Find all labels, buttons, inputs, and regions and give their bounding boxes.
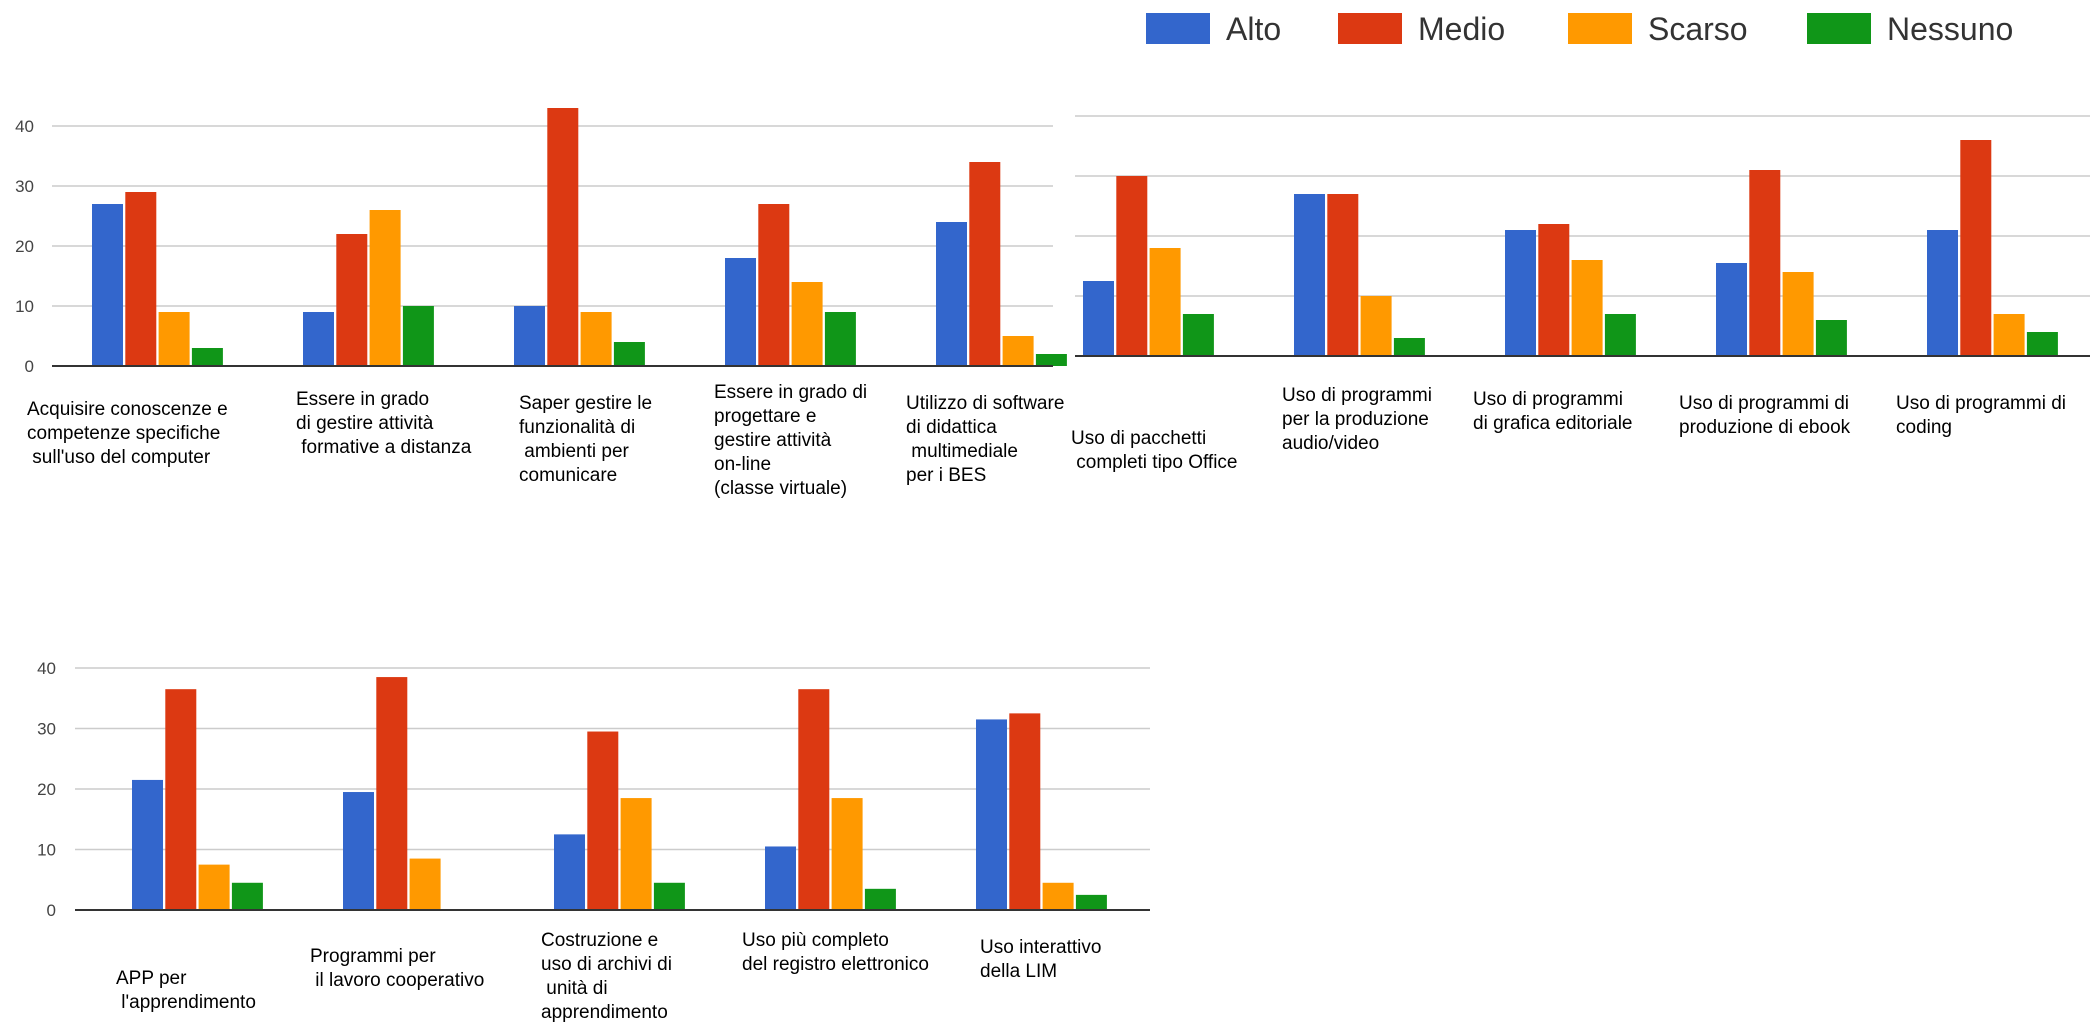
chart2-bar-scarso [1149,248,1181,356]
chart3-bar-alto [765,846,796,910]
chart3-bar-nessuno [1075,894,1107,910]
chart1-bar-scarso [369,210,401,366]
chart3-category-label: Costruzione e uso di archivi di unità di… [541,930,672,1023]
chart1-bar-alto [514,306,545,366]
chart3-bar-scarso [620,798,652,910]
chart2-bar-alto [1927,230,1958,356]
legend-swatch-alto [1146,13,1210,44]
chart3-category-label: Uso più completo del registro elettronic… [742,930,929,975]
chart2-bar-alto [1294,194,1325,356]
chart3-y-tick: 30 [37,720,56,739]
chart2-bar-scarso [1571,260,1603,356]
chart1-bar-nessuno [824,312,856,366]
chart2-bar-nessuno [2026,332,2058,356]
chart2-bar-nessuno [1604,314,1636,356]
chart3-bar-alto [976,719,1007,910]
chart3-bar-scarso [1042,882,1074,910]
chart1-category-label: Utilizzo di software di didattica multim… [906,393,1065,486]
chart1-bar-nessuno [402,306,434,366]
chart3-bar-alto [132,779,163,910]
chart2-bar-nessuno [1815,320,1847,356]
chart3-bar-scarso [198,864,230,910]
chart3-bar-scarso [409,858,441,910]
chart3-bar-nessuno [864,888,896,910]
chart2-category-label: Uso di programmi di grafica editoriale [1473,389,1633,434]
chart2-bar-medio [1116,176,1148,356]
chart1-y-tick: 0 [25,357,34,376]
chart3-bar-medio [376,677,408,910]
legend-label-nessuno: Nessuno [1887,11,2013,47]
chart2-bar-alto [1716,263,1747,356]
chart2-bar-scarso [1782,272,1814,356]
chart1-bar-scarso [158,312,190,366]
legend-label-scarso: Scarso [1648,11,1748,47]
chart3-bar-scarso [831,798,863,910]
chart1-bar-alto [92,204,123,366]
chart1-bar-medio [969,162,1001,366]
chart1-bar-scarso [1002,336,1034,366]
legend-swatch-nessuno [1807,13,1871,44]
chart2-bar-scarso [1993,314,2025,356]
chart1-y-tick: 30 [15,177,34,196]
chart2-category-label: Uso di programmi di coding [1896,393,2066,438]
legend-swatch-medio [1338,13,1402,44]
chart2-bar-alto [1083,281,1114,356]
chart1-bar-nessuno [191,348,223,366]
chart1-bar-medio [547,108,579,366]
chart2-bar-alto [1505,230,1536,356]
chart1-bar-scarso [791,282,823,366]
chart3-bar-medio [165,689,197,910]
chart1-bar-medio [758,204,790,366]
chart1-bar-alto [725,258,756,366]
chart3-bar-nessuno [231,882,263,910]
legend-label-medio: Medio [1418,11,1505,47]
chart3-bar-alto [343,792,374,910]
chart1-bar-scarso [580,312,612,366]
chart2-bar-medio [1327,194,1359,356]
chart3-y-tick: 10 [37,841,56,860]
chart2-category-label: Uso di programmi di produzione di ebook [1679,393,1851,438]
chart3-y-tick: 20 [37,780,56,799]
chart1-y-tick: 20 [15,237,34,256]
chart2-category-label: Uso di programmi per la produzione audio… [1282,385,1432,454]
chart3-bar-nessuno [653,882,685,910]
chart1-y-tick: 10 [15,297,34,316]
chart1-bar-alto [303,312,334,366]
chart3-bar-alto [554,834,585,910]
chart3-category-label: Programmi per il lavoro cooperativo [310,946,485,991]
chart1-bar-medio [336,234,368,366]
chart2-bar-scarso [1360,296,1392,356]
chart2-bar-medio [1749,170,1781,356]
chart3-category-label: APP per l'apprendimento [116,968,256,1013]
chart3-bar-medio [798,689,830,910]
legend-swatch-scarso [1568,13,1632,44]
chart2-category-label: Uso di pacchetti completi tipo Office [1071,428,1238,473]
chart1-category-label: Acquisire conoscenze e competenze specif… [27,399,228,468]
chart2-bar-medio [1960,140,1992,356]
chart1-category-label: Saper gestire le funzionalità di ambient… [519,393,653,486]
chart1-category-label: Essere in grado di gestire attività form… [296,389,472,458]
chart3-bar-medio [1009,713,1041,910]
chart2-bar-medio [1538,224,1570,356]
chart1-bar-medio [125,192,157,366]
chart1-bar-nessuno [1035,354,1067,366]
chart1-y-tick: 40 [15,117,34,136]
chart1-bar-nessuno [613,342,645,366]
chart1-bar-alto [936,222,967,366]
chart1-category-label: Essere in grado di progettare e gestire … [714,382,868,499]
chart3-y-tick: 40 [37,659,56,678]
chart3-bar-medio [587,731,619,910]
chart2-bar-nessuno [1393,338,1425,356]
legend-label-alto: Alto [1226,11,1281,47]
chart3-category-label: Uso interattivo della LIM [980,937,1102,982]
chart3-y-tick: 0 [47,901,56,920]
chart2-bar-nessuno [1182,314,1214,356]
